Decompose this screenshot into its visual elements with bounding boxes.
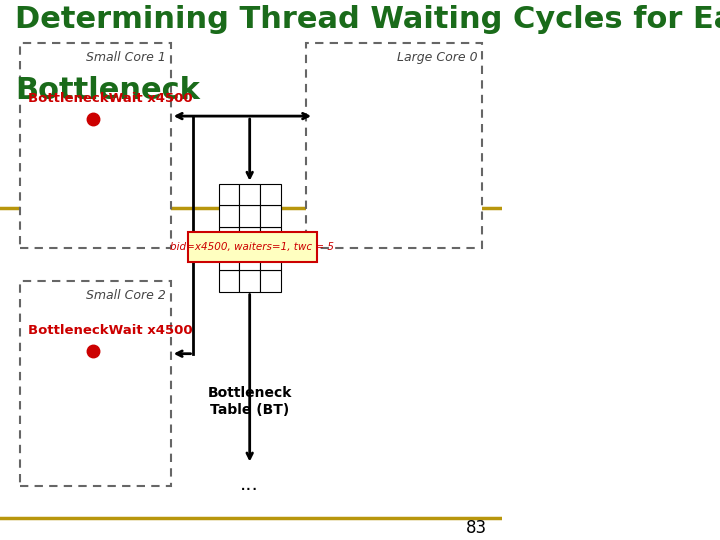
Bar xyxy=(240,205,261,227)
Bar xyxy=(240,184,261,205)
FancyBboxPatch shape xyxy=(20,281,171,486)
Bar xyxy=(240,248,261,270)
Bar xyxy=(261,248,282,270)
Bar xyxy=(261,227,282,248)
Bar xyxy=(219,248,240,270)
Text: Bottleneck: Bottleneck xyxy=(15,76,200,105)
Text: BottleneckWait x4500: BottleneckWait x4500 xyxy=(27,324,192,337)
Text: Small Core 2: Small Core 2 xyxy=(86,289,166,302)
FancyBboxPatch shape xyxy=(307,43,482,248)
Text: ...: ... xyxy=(240,475,259,494)
Text: Small Core 1: Small Core 1 xyxy=(86,51,166,64)
Text: bid=x4500, waiters=1, twc = 5: bid=x4500, waiters=1, twc = 5 xyxy=(171,242,335,252)
Bar xyxy=(261,184,282,205)
Bar xyxy=(219,270,240,292)
Bar xyxy=(261,270,282,292)
FancyBboxPatch shape xyxy=(20,43,171,248)
Bar xyxy=(240,270,261,292)
Bar xyxy=(219,184,240,205)
Text: BottleneckWait x4500: BottleneckWait x4500 xyxy=(27,92,192,105)
Bar xyxy=(240,227,261,248)
Bar xyxy=(261,205,282,227)
Text: Bottleneck
Table (BT): Bottleneck Table (BT) xyxy=(207,386,292,417)
Text: Large Core 0: Large Core 0 xyxy=(397,51,477,64)
Bar xyxy=(219,227,240,248)
Bar xyxy=(189,232,317,262)
Text: Determining Thread Waiting Cycles for Each: Determining Thread Waiting Cycles for Ea… xyxy=(15,5,720,35)
Text: 83: 83 xyxy=(466,519,487,537)
Bar xyxy=(219,205,240,227)
